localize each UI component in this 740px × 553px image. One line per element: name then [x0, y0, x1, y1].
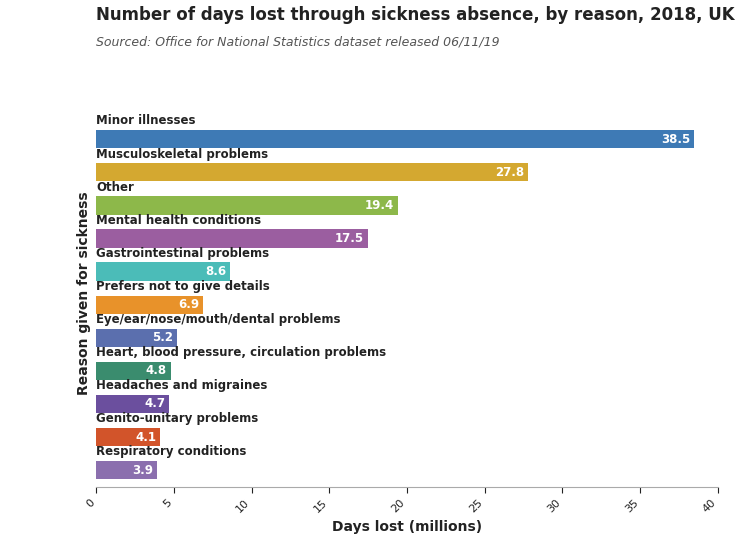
Text: 6.9: 6.9 [178, 298, 200, 311]
Text: Prefers not to give details: Prefers not to give details [96, 280, 270, 293]
Bar [96, 362, 171, 380]
Bar [96, 428, 160, 446]
Text: 19.4: 19.4 [365, 199, 394, 212]
Text: Other: Other [96, 181, 134, 194]
Bar [96, 229, 369, 248]
Bar [96, 263, 230, 281]
Text: 4.1: 4.1 [135, 431, 156, 444]
Text: Eye/ear/nose/mouth/dental problems: Eye/ear/nose/mouth/dental problems [96, 313, 340, 326]
Text: 4.7: 4.7 [144, 398, 165, 410]
Bar [96, 196, 397, 215]
Text: Sourced: Office for National Statistics dataset released 06/11/19: Sourced: Office for National Statistics … [96, 36, 500, 49]
X-axis label: Days lost (millions): Days lost (millions) [332, 520, 482, 534]
Text: 38.5: 38.5 [662, 133, 690, 146]
Text: 5.2: 5.2 [152, 331, 173, 345]
Text: Musculoskeletal problems: Musculoskeletal problems [96, 148, 269, 160]
Text: Number of days lost through sickness absence, by reason, 2018, UK: Number of days lost through sickness abs… [96, 6, 735, 24]
Text: Genito-unitary problems: Genito-unitary problems [96, 413, 258, 425]
Bar [96, 130, 695, 148]
Bar [96, 163, 528, 181]
Text: 4.8: 4.8 [146, 364, 167, 377]
Text: Respiratory conditions: Respiratory conditions [96, 445, 246, 458]
Text: Gastrointestinal problems: Gastrointestinal problems [96, 247, 269, 260]
Bar [96, 295, 204, 314]
Bar [96, 461, 157, 479]
Text: Headaches and migraines: Headaches and migraines [96, 379, 268, 392]
Text: Mental health conditions: Mental health conditions [96, 214, 261, 227]
Text: 3.9: 3.9 [132, 463, 153, 477]
Text: Heart, blood pressure, circulation problems: Heart, blood pressure, circulation probl… [96, 346, 386, 359]
Text: 17.5: 17.5 [335, 232, 364, 245]
Y-axis label: Reason given for sickness: Reason given for sickness [77, 191, 90, 395]
Bar [96, 395, 169, 413]
Text: 8.6: 8.6 [205, 265, 226, 278]
Bar [96, 328, 177, 347]
Text: 27.8: 27.8 [495, 166, 525, 179]
Text: Minor illnesses: Minor illnesses [96, 114, 195, 128]
